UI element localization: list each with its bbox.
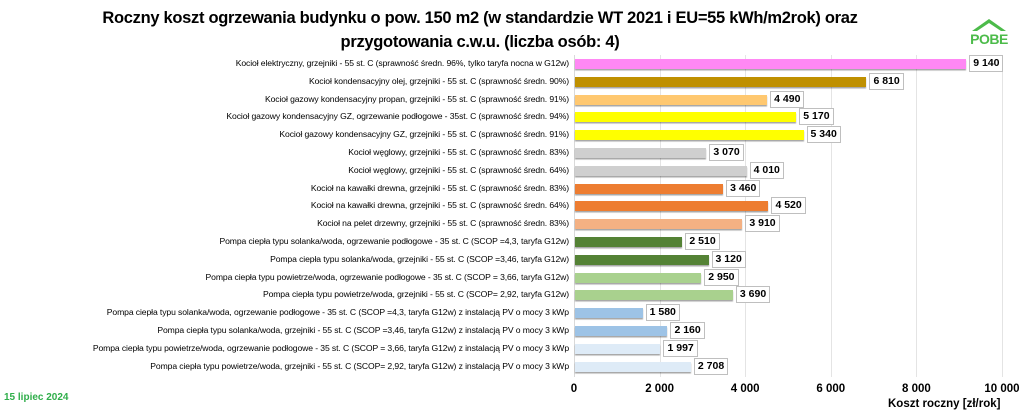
- category-label: Kocioł węglowy, grzejniki - 55 st. C (sp…: [348, 147, 569, 157]
- pobe-logo: POBE: [962, 18, 1016, 47]
- bar-row: 3 910: [574, 215, 1002, 233]
- house-roof-icon: [972, 19, 1006, 31]
- x-tick-label: 8 000: [902, 383, 931, 395]
- bar-row: 3 690: [574, 286, 1002, 304]
- value-label: 1 997: [663, 339, 698, 357]
- bar-row: 5 170: [574, 108, 1002, 126]
- bar: [575, 343, 661, 354]
- value-label: 3 120: [711, 250, 746, 268]
- x-tick-label: 0: [570, 383, 578, 395]
- category-label: Kocioł gazowy kondensacyjny GZ, grzejnik…: [279, 129, 569, 140]
- bar-row: 2 950: [574, 268, 1002, 287]
- bar: [575, 76, 867, 87]
- value-label: 4 520: [771, 197, 806, 215]
- bar-row: 6 810: [574, 72, 1002, 91]
- bar-row: 5 340: [574, 126, 1002, 144]
- bar-row: 2 510: [574, 233, 1002, 251]
- bar: [575, 112, 797, 123]
- bar-row: 9 140: [574, 55, 1004, 73]
- bar-row: 1 997: [574, 339, 1002, 358]
- x-tick-label: 6 000: [816, 383, 846, 395]
- bar: [575, 272, 702, 283]
- x-tick-label: 10 000: [984, 383, 1020, 395]
- bar-row: 2 160: [574, 322, 1002, 340]
- bar: [575, 237, 683, 247]
- chart-title-line-2: przygotowania c.w.u. (liczba osób: 4): [340, 33, 620, 51]
- value-label: 3 460: [726, 179, 761, 197]
- value-label: 3 070: [709, 144, 744, 161]
- category-label: Kocioł elektryczny, grzejniki - 55 st. C…: [235, 58, 569, 68]
- category-label: Pompa ciepła typu solanka/woda, grzejnik…: [270, 253, 569, 264]
- bar-row: 3 460: [574, 179, 1002, 198]
- value-label: 9 140: [969, 55, 1004, 72]
- category-label: Pompa ciepła typu solanka/woda, grzejnik…: [157, 325, 569, 335]
- value-label: 2 160: [670, 322, 705, 339]
- bar: [575, 361, 691, 372]
- logo-text: POBE: [970, 31, 1008, 47]
- bar: [575, 94, 768, 105]
- bar: [575, 201, 769, 212]
- bar-row: 1 580: [574, 304, 1002, 322]
- value-label: 2 708: [693, 357, 729, 375]
- category-label: Kocioł na pelet drzewny, grzejniki - 55 …: [317, 218, 569, 229]
- value-label: 4 490: [770, 90, 805, 108]
- y-axis-line: [574, 55, 575, 377]
- category-label: Pompa ciepła typu powietrze/woda, grzejn…: [262, 289, 569, 300]
- bar: [575, 254, 709, 265]
- grid-line: [659, 55, 661, 377]
- category-label: Kocioł na kawałki drewna, grzejniki - 55…: [310, 200, 569, 211]
- x-tick-label: 2 000: [645, 383, 674, 395]
- value-label: 5 170: [799, 108, 834, 126]
- bar: [575, 219, 743, 230]
- bar-row: 4 010: [574, 161, 1002, 180]
- category-label: Kocioł na kawałki drewna, grzejniki - 55…: [310, 182, 569, 193]
- value-label: 2 510: [685, 233, 720, 250]
- value-label: 1 580: [645, 304, 680, 322]
- bar: [575, 59, 967, 69]
- chart-title-line-1: Roczny koszt ogrzewania budynku o pow. 1…: [102, 9, 858, 27]
- bar: [575, 148, 707, 158]
- category-label: Kocioł gazowy kondensacyjny propan, grze…: [264, 93, 569, 104]
- grid-line: [1002, 55, 1003, 377]
- bar: [575, 308, 643, 319]
- category-label: Pompa ciepła typu solanka/woda, ogrzewan…: [219, 236, 569, 246]
- grid-line: [830, 55, 832, 377]
- category-label: Pompa ciepła typu solanka/woda, ogrzewan…: [106, 307, 569, 318]
- category-label: Pompa ciepła typu powietrze/woda, ogrzew…: [92, 342, 569, 353]
- bar: [575, 183, 724, 194]
- plot-area: 9 140 6 810 4 490 5 170 5 340 3 070 4 010 3 460…: [574, 55, 1004, 377]
- category-label: Pompa ciepła typu powietrze/woda, ogrzew…: [205, 271, 570, 282]
- category-label: Kocioł kondensacyjny olej, grzejniki - 5…: [308, 75, 569, 86]
- date-label: 15 lipiec 2024: [4, 392, 69, 403]
- bar: [575, 326, 668, 336]
- bar-row: 3 120: [574, 250, 1002, 269]
- value-label: 3 690: [735, 286, 771, 304]
- value-label: 5 340: [806, 126, 841, 144]
- category-label: Kocioł gazowy kondensacyjny GZ, ogrzewan…: [226, 111, 569, 122]
- value-label: 6 810: [869, 72, 904, 90]
- chart-title: Roczny koszt ogrzewania budynku o pow. 1…: [0, 6, 960, 54]
- bar-row: 3 070: [574, 144, 1002, 162]
- value-label: 4 010: [749, 161, 784, 179]
- bar-row: 4 520: [574, 197, 1002, 215]
- x-tick-label: 4 000: [730, 383, 760, 395]
- value-label: 2 950: [704, 268, 739, 286]
- bar-row: 2 708: [574, 357, 1002, 376]
- grid-line: [916, 55, 918, 377]
- bar: [575, 130, 804, 141]
- value-label: 3 910: [745, 215, 780, 233]
- category-label: Kocioł węglowy, grzejniki - 55 st. C (sp…: [348, 164, 569, 175]
- bar: [575, 165, 747, 176]
- category-label: Pompa ciepła typu powietrze/woda, grzejn…: [150, 360, 569, 371]
- x-axis-label: Koszt roczny [zł/rok]: [888, 398, 1001, 410]
- bar-row: 4 490: [574, 90, 1002, 109]
- bar: [575, 290, 733, 301]
